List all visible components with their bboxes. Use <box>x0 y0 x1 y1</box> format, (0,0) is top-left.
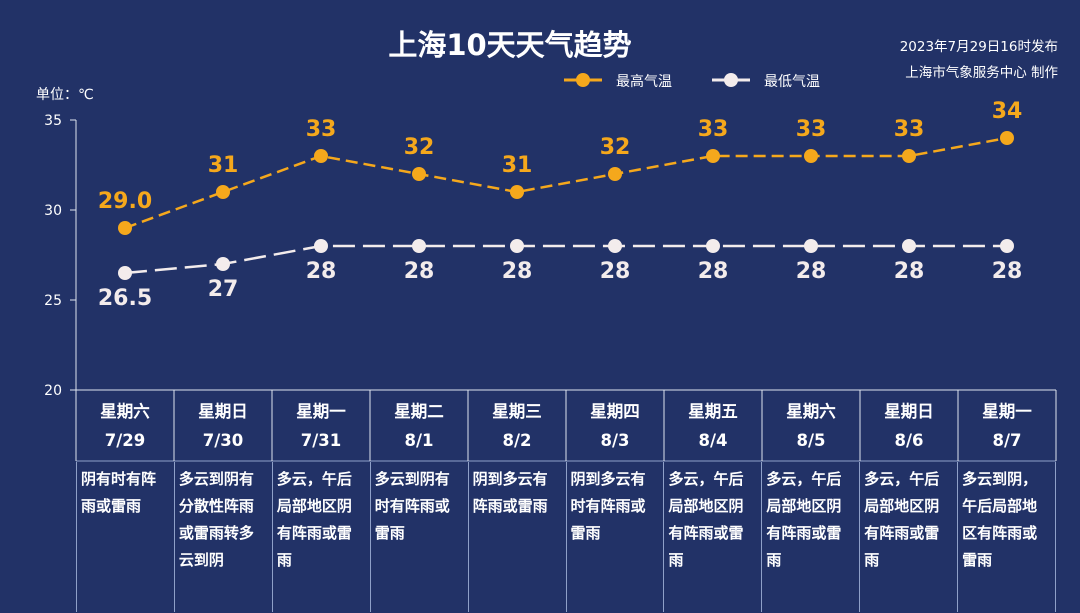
point-s0-3 <box>412 167 426 181</box>
forecast-description: 阴有时有阵雨或雷雨 <box>76 462 174 612</box>
point-s0-6 <box>706 149 720 163</box>
data-label-s1-0: 26.5 <box>98 286 152 311</box>
forecast-description: 多云，午后局部地区阴有阵雨或雷雨 <box>271 462 370 612</box>
point-s1-4 <box>510 239 524 253</box>
weekday-label: 星期一 <box>296 402 346 421</box>
date-label: 8/3 <box>600 431 630 450</box>
y-tick-label-0: 20 <box>44 383 62 399</box>
data-label-s1-2: 28 <box>306 259 337 284</box>
day-header: 星期一 7/31 <box>272 391 370 461</box>
legend-marker-0 <box>576 73 590 87</box>
data-label-s1-4: 28 <box>502 259 533 284</box>
date-label: 8/1 <box>404 431 434 450</box>
date-label: 7/29 <box>104 431 146 450</box>
point-s0-4 <box>510 185 524 199</box>
point-s1-6 <box>706 239 720 253</box>
day-header: 星期五 8/4 <box>664 391 762 461</box>
forecast-description-row: 阴有时有阵雨或雷雨 多云到阴有分散性阵雨或雷雨转多云到阴 多云，午后局部地区阴有阵雨… <box>76 462 1057 612</box>
weekday-label: 星期日 <box>884 402 934 421</box>
weekday-label: 星期六 <box>786 402 836 421</box>
day-header: 星期四 8/3 <box>566 391 664 461</box>
point-s1-7 <box>804 239 818 253</box>
data-label-s0-6: 33 <box>698 117 729 142</box>
data-label-s1-6: 28 <box>698 259 729 284</box>
data-label-s1-5: 28 <box>600 259 631 284</box>
unit-label: 单位：℃ <box>36 87 94 103</box>
date-label: 8/6 <box>894 431 924 450</box>
point-s1-0 <box>118 266 132 280</box>
point-s1-9 <box>1000 239 1014 253</box>
data-label-s1-9: 28 <box>992 259 1023 284</box>
day-header: 星期六 7/29 <box>76 391 174 461</box>
date-label: 8/2 <box>502 431 532 450</box>
day-header-row: 星期六 7/29 星期日 7/30 星期一 7/31 星期二 8/1 星期三 8/2 星期四 8/3 星… <box>76 391 1056 461</box>
legend-label-0: 最高气温 <box>616 73 672 90</box>
date-label: 8/4 <box>698 431 728 450</box>
point-s0-2 <box>314 149 328 163</box>
data-label-s0-8: 33 <box>894 117 925 142</box>
forecast-description: 多云到阴有时有阵雨或雷雨 <box>369 462 468 612</box>
point-s0-8 <box>902 149 916 163</box>
point-s0-7 <box>804 149 818 163</box>
point-s0-0 <box>118 221 132 235</box>
data-label-s0-7: 33 <box>796 117 827 142</box>
point-s0-9 <box>1000 131 1014 145</box>
issue-info: 2023年7月29日16时发布 上海市气象服务中心 制作 <box>900 34 1058 86</box>
legend-marker-1 <box>724 73 738 87</box>
y-tick-label-3: 35 <box>44 113 62 129</box>
page-title: 上海10天天气趋势 <box>388 28 632 62</box>
data-label-s1-3: 28 <box>404 259 435 284</box>
point-s1-3 <box>412 239 426 253</box>
weekday-label: 星期二 <box>394 402 444 421</box>
day-header: 星期日 7/30 <box>174 391 272 461</box>
day-header: 星期一 8/7 <box>958 391 1056 461</box>
issue-time: 2023年7月29日16时发布 <box>899 39 1058 55</box>
date-label: 7/30 <box>202 431 244 450</box>
issuer: 上海市气象服务中心 制作 <box>905 65 1058 81</box>
point-s1-1 <box>216 257 230 271</box>
data-label-s0-2: 33 <box>306 117 337 142</box>
data-label-s0-4: 31 <box>502 153 533 178</box>
day-header: 星期日 8/6 <box>860 391 958 461</box>
day-header: 星期六 8/5 <box>762 391 860 461</box>
point-s1-2 <box>314 239 328 253</box>
data-label-s1-8: 28 <box>894 259 925 284</box>
point-s0-1 <box>216 185 230 199</box>
weekday-label: 星期三 <box>492 402 542 421</box>
day-header: 星期三 8/2 <box>468 391 566 461</box>
point-s1-5 <box>608 239 622 253</box>
weekday-label: 星期四 <box>590 402 640 421</box>
data-label-s0-3: 32 <box>404 135 435 160</box>
series-line-1 <box>124 244 1007 275</box>
forecast-description: 阴到多云有阵雨或雷雨 <box>467 462 566 612</box>
forecast-description: 多云到阴有分散性阵雨或雷雨转多云到阴 <box>173 462 272 612</box>
date-label: 7/31 <box>300 431 342 450</box>
y-tick-label-2: 30 <box>44 203 62 219</box>
date-label: 8/7 <box>992 431 1022 450</box>
forecast-description: 多云，午后局部地区阴有阵雨或雷雨 <box>663 462 761 612</box>
weekday-label: 星期六 <box>100 402 150 421</box>
forecast-description: 阴到多云有时有阵雨或雷雨 <box>565 462 664 612</box>
data-label-s0-0: 29.0 <box>98 189 152 214</box>
weekday-label: 星期一 <box>982 402 1032 421</box>
weekday-label: 星期五 <box>688 402 738 421</box>
legend-label-1: 最低气温 <box>764 74 820 90</box>
forecast-description: 多云到阴，午后局部地区有阵雨或雷雨 <box>957 462 1057 612</box>
forecast-description: 多云，午后局部地区阴有阵雨或雷雨 <box>859 462 957 612</box>
point-s0-5 <box>608 167 622 181</box>
data-label-s1-7: 28 <box>796 259 827 284</box>
forecast-description: 多云，午后局部地区阴有阵雨或雷雨 <box>761 462 859 612</box>
y-tick-label-1: 25 <box>44 293 62 309</box>
date-label: 8/5 <box>796 431 826 450</box>
weekday-label: 星期日 <box>198 402 248 421</box>
data-label-s0-5: 32 <box>600 135 631 160</box>
series-line-0 <box>124 136 1008 230</box>
day-header: 星期二 8/1 <box>370 391 468 461</box>
data-label-s1-1: 27 <box>208 277 239 302</box>
data-label-s0-9: 34 <box>992 99 1023 124</box>
point-s1-8 <box>902 239 916 253</box>
data-label-s0-1: 31 <box>208 153 239 178</box>
